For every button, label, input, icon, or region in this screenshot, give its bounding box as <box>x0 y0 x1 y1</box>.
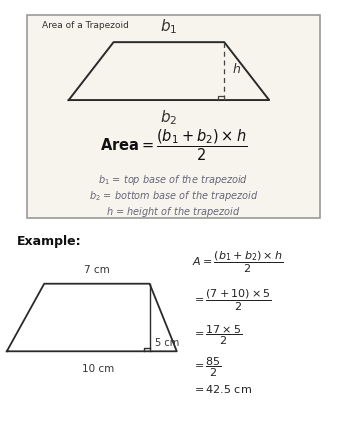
Text: $= \dfrac{(7 + 10) \times 5}{2}$: $= \dfrac{(7 + 10) \times 5}{2}$ <box>192 288 272 313</box>
Text: 10 cm: 10 cm <box>83 364 115 374</box>
Text: $b_1$ = top base of the trapezoid: $b_1$ = top base of the trapezoid <box>98 172 249 187</box>
Text: $b_2$ = bottom base of the trapezoid: $b_2$ = bottom base of the trapezoid <box>89 189 258 203</box>
Text: 5 cm: 5 cm <box>155 338 179 348</box>
Text: $= \dfrac{85}{2}$: $= \dfrac{85}{2}$ <box>192 356 222 379</box>
Text: $h$: $h$ <box>232 62 241 76</box>
Text: $b_1$: $b_1$ <box>160 17 177 36</box>
Text: 7 cm: 7 cm <box>84 265 110 275</box>
Text: $A = \dfrac{(b_1 + b_2) \times h}{2}$: $A = \dfrac{(b_1 + b_2) \times h}{2}$ <box>192 250 284 275</box>
Text: Area of a Trapezoid: Area of a Trapezoid <box>42 22 129 30</box>
Text: Example:: Example: <box>17 235 82 248</box>
Text: $= 42.5$ cm: $= 42.5$ cm <box>192 383 252 395</box>
FancyBboxPatch shape <box>27 15 320 218</box>
Text: $b_2$: $b_2$ <box>160 108 177 127</box>
Text: $= \dfrac{17 \times 5}{2}$: $= \dfrac{17 \times 5}{2}$ <box>192 324 243 347</box>
Text: $h$ = height of the trapezoid: $h$ = height of the trapezoid <box>106 205 241 219</box>
Text: $\mathit{\mathbf{Area}} = \dfrac{(\mathit{b_1} + \mathit{b_2}) \times \mathit{h}: $\mathit{\mathbf{Area}} = \dfrac{(\mathi… <box>100 128 247 163</box>
